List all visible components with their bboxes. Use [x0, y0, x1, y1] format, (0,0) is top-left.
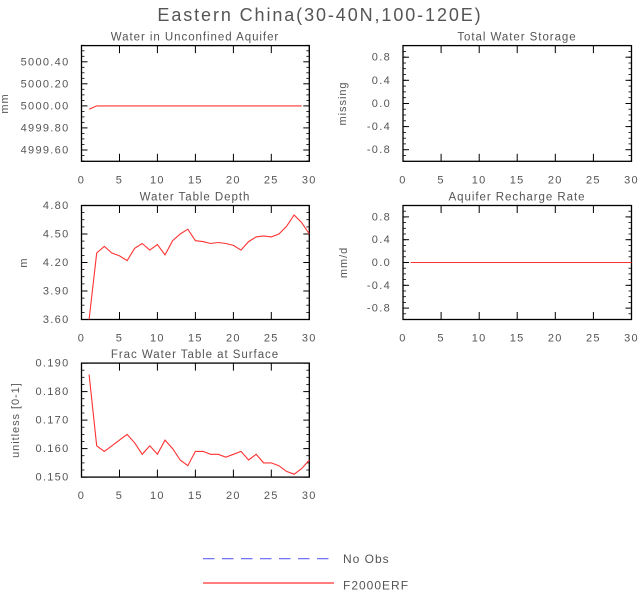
- svg-text:30: 30: [624, 333, 639, 345]
- svg-text:0.190: 0.190: [35, 358, 69, 370]
- svg-text:25: 25: [264, 490, 279, 502]
- svg-text:Total Water Storage: Total Water Storage: [457, 32, 576, 44]
- svg-text:4.50: 4.50: [43, 229, 70, 241]
- svg-text:0.0: 0.0: [372, 98, 391, 110]
- svg-text:15: 15: [188, 174, 203, 186]
- svg-text:missing: missing: [337, 82, 349, 126]
- svg-text:0: 0: [78, 174, 85, 186]
- svg-text:0.150: 0.150: [35, 472, 69, 484]
- svg-text:0.0: 0.0: [372, 257, 391, 269]
- svg-text:F2000ERF: F2000ERF: [343, 578, 409, 592]
- svg-text:5: 5: [116, 333, 123, 345]
- svg-text:20: 20: [548, 333, 563, 345]
- svg-text:10: 10: [150, 333, 165, 345]
- svg-text:10: 10: [472, 333, 487, 345]
- svg-text:15: 15: [188, 490, 203, 502]
- svg-text:0: 0: [399, 174, 406, 186]
- svg-text:4999.60: 4999.60: [21, 145, 70, 157]
- svg-text:4.20: 4.20: [43, 257, 70, 269]
- svg-text:20: 20: [226, 333, 241, 345]
- svg-text:0.4: 0.4: [372, 234, 391, 246]
- svg-text:No Obs: No Obs: [343, 552, 390, 566]
- svg-text:20: 20: [226, 490, 241, 502]
- svg-text:0: 0: [78, 333, 85, 345]
- svg-text:20: 20: [548, 174, 563, 186]
- svg-text:m: m: [18, 257, 30, 267]
- svg-text:-0.8: -0.8: [367, 303, 391, 315]
- svg-text:5000.00: 5000.00: [21, 100, 70, 112]
- svg-text:15: 15: [510, 333, 525, 345]
- svg-text:5000.40: 5000.40: [21, 56, 70, 68]
- svg-text:0.8: 0.8: [372, 52, 391, 64]
- svg-text:0.4: 0.4: [372, 75, 391, 87]
- svg-text:25: 25: [264, 333, 279, 345]
- svg-text:20: 20: [226, 174, 241, 186]
- svg-text:3.90: 3.90: [43, 286, 70, 298]
- svg-text:5: 5: [437, 174, 444, 186]
- svg-text:4.80: 4.80: [43, 200, 70, 212]
- svg-text:0.180: 0.180: [35, 386, 69, 398]
- svg-text:Aquifer Recharge Rate: Aquifer Recharge Rate: [449, 192, 586, 204]
- svg-text:10: 10: [150, 490, 165, 502]
- svg-text:0: 0: [399, 333, 406, 345]
- svg-text:0.170: 0.170: [35, 415, 69, 427]
- svg-text:5: 5: [437, 333, 444, 345]
- svg-text:10: 10: [472, 174, 487, 186]
- svg-text:25: 25: [586, 174, 601, 186]
- svg-text:3.60: 3.60: [43, 314, 70, 326]
- svg-text:-0.8: -0.8: [367, 144, 391, 156]
- svg-text:15: 15: [510, 174, 525, 186]
- svg-text:30: 30: [302, 490, 317, 502]
- svg-text:4999.80: 4999.80: [21, 122, 70, 134]
- svg-text:-0.4: -0.4: [367, 280, 391, 292]
- svg-text:0.160: 0.160: [35, 443, 69, 455]
- svg-text:0: 0: [78, 490, 85, 502]
- svg-text:Frac Water Table at Surfac: Frac Water Table at Surface: [111, 349, 279, 361]
- svg-text:0.8: 0.8: [372, 211, 391, 223]
- svg-text:Water in Unconfined Aquifer: Water in Unconfined Aquifer: [111, 32, 279, 44]
- svg-text:25: 25: [586, 333, 601, 345]
- svg-text:Eastern China(30-40N,100-120E: Eastern China(30-40N,100-120E): [157, 5, 482, 25]
- svg-text:30: 30: [302, 174, 317, 186]
- svg-text:5: 5: [116, 490, 123, 502]
- svg-text:15: 15: [188, 333, 203, 345]
- svg-text:30: 30: [624, 174, 639, 186]
- svg-text:5: 5: [116, 174, 123, 186]
- svg-text:10: 10: [150, 174, 165, 186]
- svg-text:mm/d: mm/d: [338, 247, 350, 278]
- svg-text:30: 30: [302, 333, 317, 345]
- svg-text:mm: mm: [0, 93, 11, 113]
- svg-text:5000.20: 5000.20: [21, 78, 70, 90]
- svg-text:-0.4: -0.4: [367, 121, 391, 133]
- svg-text:Water Table Depth: Water Table Depth: [140, 192, 251, 204]
- svg-text:25: 25: [264, 174, 279, 186]
- svg-text:unitless [0-1]: unitless [0-1]: [10, 382, 22, 458]
